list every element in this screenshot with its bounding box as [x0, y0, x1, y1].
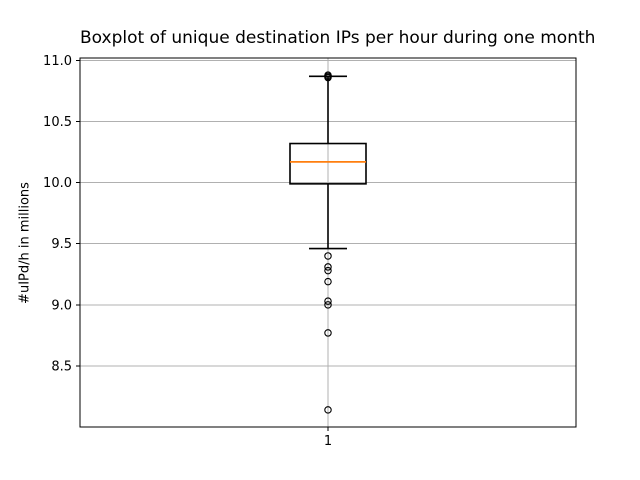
outlier-point	[324, 266, 332, 275]
outlier-point	[324, 301, 332, 309]
y-axis-label: #uIPd/h in millions	[17, 182, 33, 304]
y-tick-label: 10.0	[43, 176, 72, 191]
y-tick-label: 9.0	[51, 298, 72, 313]
outlier-point	[324, 277, 332, 286]
outlier-point	[324, 297, 332, 305]
outlier-point	[324, 329, 332, 337]
chart-title: Boxplot of unique destination IPs per ho…	[80, 28, 596, 48]
y-tick-label: 10.5	[43, 115, 72, 130]
y-tick-label: 9.5	[51, 237, 72, 252]
outlier-point	[324, 406, 332, 414]
box-rect	[289, 142, 367, 185]
y-tick-label: 8.5	[51, 359, 72, 374]
outlier-point	[324, 252, 332, 260]
axes-frame	[79, 57, 577, 428]
outlier-point	[324, 71, 332, 79]
x-tick-label: 1	[324, 434, 332, 449]
y-tick-label: 11.0	[43, 54, 72, 69]
outlier-point	[324, 263, 332, 271]
